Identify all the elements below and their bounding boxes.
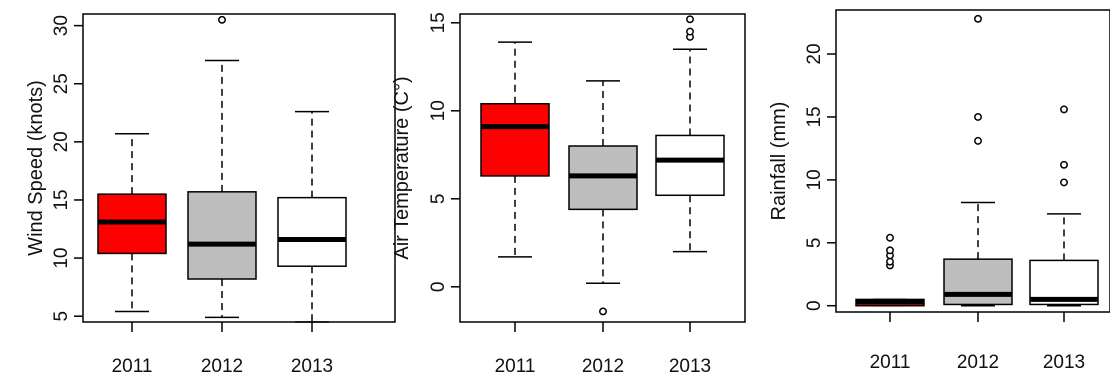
box-2011 [855, 233, 925, 307]
x-tick-label: 2012 [957, 352, 999, 373]
x-tick-label: 2013 [669, 356, 711, 377]
plot-frame [835, 9, 1110, 313]
box-2013 [277, 110, 347, 323]
y-tick-label: 5 [804, 238, 825, 249]
box-2012 [943, 14, 1013, 307]
y-tick-label: 15 [428, 12, 449, 33]
box-body [480, 103, 550, 177]
outlier-point [974, 136, 982, 145]
y-tick-label: 0 [804, 300, 825, 311]
box-2012 [187, 15, 257, 319]
box-body [655, 134, 725, 197]
outlier-point [599, 307, 607, 316]
x-tick-label: 2011 [112, 356, 153, 377]
outlier-point [974, 14, 982, 23]
outlier-point [686, 27, 694, 36]
y-tick-label: 5 [428, 194, 449, 205]
box-2013 [1029, 105, 1099, 307]
box-2012 [568, 80, 638, 316]
outlier-point [1060, 105, 1068, 114]
box-2011 [480, 41, 550, 258]
y-tick-label: 15 [51, 189, 72, 210]
chart-panel-3: 0 5 10 15 20 Rainfall (mm) 2011 2012 2013 [768, 9, 1110, 373]
chart-panel-2: 0 5 10 15 Air Temperature (C°) 2011 2012 2013 [391, 12, 746, 377]
y-axis-title: Air Temperature (C°) [391, 76, 413, 259]
y-tick-label: 30 [51, 15, 72, 36]
outlier-point [974, 113, 982, 121]
outlier-point [218, 15, 226, 24]
y-tick-label: 5 [51, 311, 72, 322]
x-tick-label: 2012 [201, 356, 243, 377]
y-tick-label: 20 [51, 131, 72, 152]
y-tick-label: 10 [804, 169, 825, 190]
x-tick-label: 2012 [582, 356, 624, 377]
y-tick-label: 25 [51, 73, 72, 94]
x-tick-label: 2013 [1043, 352, 1085, 373]
box-2013 [655, 15, 725, 253]
box-2011 [97, 132, 167, 313]
y-tick-label: 15 [804, 106, 825, 127]
box-body [943, 258, 1013, 306]
outlier-point [1060, 178, 1068, 187]
outlier-point [1060, 160, 1068, 169]
y-axis-title: Wind Speed (knots) [25, 80, 47, 256]
outlier-point [886, 246, 894, 255]
y-tick-label: 10 [51, 248, 72, 269]
x-tick-label: 2013 [291, 356, 333, 377]
x-tick-label: 2011 [870, 352, 911, 373]
x-tick-label: 2011 [495, 356, 536, 377]
outlier-point [886, 257, 894, 266]
outlier-point [686, 15, 694, 24]
chart-panel-1: 5 10 15 20 25 30 Wind Speed (knots) 2011 2012 201… [25, 13, 396, 377]
y-tick-label: 10 [428, 100, 449, 121]
box-body [277, 196, 347, 267]
outlier-point [886, 233, 894, 242]
y-axis-title: Rainfall (mm) [768, 102, 790, 221]
y-tick-label: 20 [804, 43, 825, 64]
y-tick-label: 0 [428, 282, 449, 293]
plot-frame [82, 13, 396, 323]
box-body [187, 191, 257, 280]
